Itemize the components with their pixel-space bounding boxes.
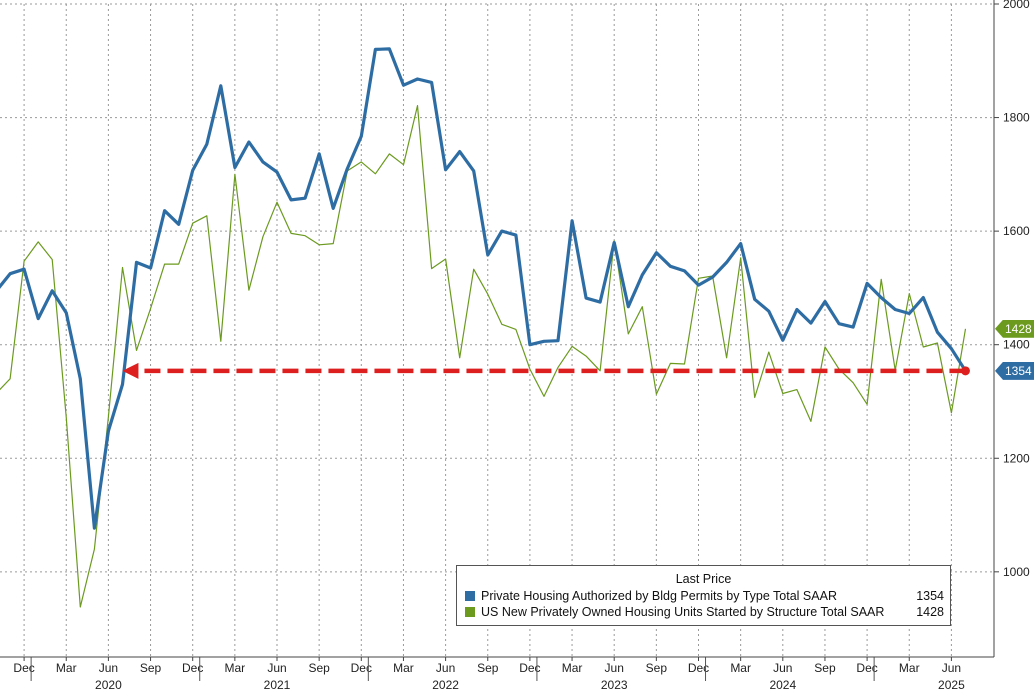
series-line-permits — [0, 47, 967, 530]
legend-entry: Private Housing Authorized by Bldg Permi… — [457, 588, 950, 604]
year-label: 2020 — [95, 678, 122, 692]
x-tick-label: Sep — [646, 661, 668, 675]
annotation-arrowhead — [122, 362, 139, 379]
legend-value-permits: 1354 — [916, 589, 944, 603]
y-tick-label: 1400 — [1003, 338, 1030, 352]
year-label: 2024 — [769, 678, 796, 692]
y-tick-label: 1800 — [1003, 111, 1030, 125]
x-tick-label: Mar — [393, 661, 414, 675]
legend-label-permits: Private Housing Authorized by Bldg Permi… — [481, 589, 837, 603]
x-tick-label: Mar — [562, 661, 583, 675]
grid — [0, 3, 994, 657]
annotation-end-dot — [960, 366, 970, 376]
x-tick-label: Sep — [814, 661, 836, 675]
y-tick-label: 2000 — [1003, 0, 1030, 11]
legend-value-starts: 1428 — [916, 605, 944, 619]
x-tick-label: Dec — [13, 661, 34, 675]
legend-swatch-starts — [465, 607, 475, 617]
legend-swatch-permits — [465, 591, 475, 601]
year-label: 2025 — [938, 678, 965, 692]
x-tick-label: Dec — [856, 661, 877, 675]
x-tick-label: Mar — [56, 661, 77, 675]
year-label: 2022 — [432, 678, 459, 692]
legend-title: Last Price — [675, 572, 732, 586]
x-tick-label: Jun — [99, 661, 118, 675]
x-tick-label: Jun — [942, 661, 961, 675]
year-label: 2021 — [264, 678, 291, 692]
y-tick-label: 1600 — [1003, 224, 1030, 238]
year-label: 2023 — [601, 678, 628, 692]
legend: Last Price Private Housing Authorized by… — [456, 565, 951, 626]
y-tick-label: 1200 — [1003, 451, 1030, 465]
legend-entry: US New Privately Owned Housing Units Sta… — [457, 604, 950, 620]
x-tick-label: Sep — [477, 661, 499, 675]
x-tick-label: Jun — [605, 661, 624, 675]
x-tick-label: Dec — [182, 661, 203, 675]
x-tick-label: Mar — [225, 661, 246, 675]
last-value-tag-starts: 1428 — [995, 319, 1034, 338]
x-tick-label: Mar — [730, 661, 751, 675]
last-value-tag-permits: 1354 — [995, 361, 1034, 380]
x-tick-label: Dec — [351, 661, 372, 675]
series-line-starts — [0, 104, 967, 608]
series-lines — [0, 47, 967, 608]
annotation — [122, 362, 970, 379]
legend-label-starts: US New Privately Owned Housing Units Sta… — [481, 605, 885, 619]
x-tick-label: Dec — [519, 661, 540, 675]
x-tick-label: Mar — [899, 661, 920, 675]
x-tick-label: Jun — [267, 661, 286, 675]
x-tick-label: Sep — [308, 661, 330, 675]
x-tick-label: Sep — [140, 661, 162, 675]
x-tick-label: Dec — [688, 661, 709, 675]
x-tick-label: Jun — [436, 661, 455, 675]
x-tick-label: Jun — [773, 661, 792, 675]
y-tick-label: 1000 — [1003, 565, 1030, 579]
